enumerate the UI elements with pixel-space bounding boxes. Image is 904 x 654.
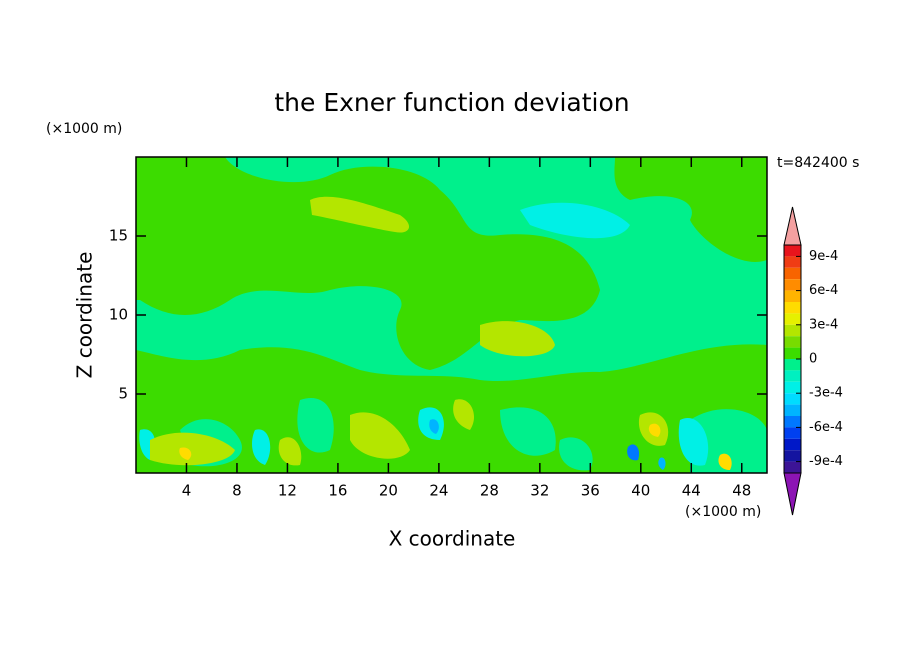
colorbar-tick-label: -3e-4 bbox=[809, 386, 843, 401]
x-tick-label: 32 bbox=[530, 482, 549, 500]
contour-field bbox=[136, 157, 767, 473]
colorbar-tick-label: 9e-4 bbox=[809, 249, 838, 264]
colorbar-band bbox=[784, 347, 801, 359]
y-tick-label: 5 bbox=[118, 385, 128, 403]
colorbar-over bbox=[783, 206, 802, 246]
colorbar-tick-label: 0 bbox=[809, 352, 817, 367]
x-tick-label: 48 bbox=[732, 482, 751, 500]
colorbar-tick-label: 3e-4 bbox=[809, 317, 838, 332]
colorbar-tick-label: -6e-4 bbox=[809, 420, 843, 435]
colorbar-band bbox=[784, 416, 801, 428]
x-tick-label: 12 bbox=[278, 482, 297, 500]
x-unit: (×1000 m) bbox=[685, 504, 761, 520]
y-axis-label: Z coordinate bbox=[73, 252, 97, 379]
colorbar-band bbox=[784, 256, 801, 268]
x-tick-label: 28 bbox=[480, 482, 499, 500]
colorbar-band bbox=[784, 381, 801, 394]
x-tick-label: 36 bbox=[581, 482, 600, 500]
y-unit: (×1000 m) bbox=[46, 121, 122, 137]
colorbar-band bbox=[784, 393, 801, 405]
colorbar-band bbox=[784, 427, 801, 439]
x-tick-label: 24 bbox=[429, 482, 448, 500]
time-annotation: t=842400 s bbox=[777, 155, 859, 171]
x-tick-label: 20 bbox=[379, 482, 398, 500]
x-tick-label: 40 bbox=[631, 482, 650, 500]
colorbar-band bbox=[784, 290, 801, 302]
x-tick-label: 8 bbox=[232, 482, 242, 500]
x-tick-label: 44 bbox=[682, 482, 701, 500]
colorbar-band bbox=[784, 279, 801, 291]
colorbar-under bbox=[783, 472, 802, 516]
colorbar-band bbox=[784, 267, 801, 280]
colorbar-tick-label: -9e-4 bbox=[809, 454, 843, 469]
colorbar-band bbox=[784, 461, 801, 473]
colorbar-band bbox=[784, 359, 801, 371]
colorbar-band bbox=[784, 450, 801, 462]
colorbar-band bbox=[784, 336, 801, 348]
colorbar-tick-label: 6e-4 bbox=[809, 283, 838, 298]
x-axis-label: X coordinate bbox=[389, 527, 516, 551]
x-tick-label: 4 bbox=[182, 482, 192, 500]
x-tick-label: 16 bbox=[328, 482, 347, 500]
y-tick-label: 10 bbox=[109, 306, 128, 324]
colorbar-band bbox=[784, 324, 801, 337]
colorbar-band bbox=[784, 302, 801, 314]
colorbar-band bbox=[784, 313, 801, 325]
colorbar-band bbox=[784, 438, 801, 451]
colorbar-band bbox=[784, 370, 801, 382]
chart-title: the Exner function deviation bbox=[274, 88, 629, 117]
colorbar-band bbox=[784, 404, 801, 416]
y-tick-label: 15 bbox=[109, 227, 128, 245]
colorbar-band bbox=[784, 245, 801, 257]
